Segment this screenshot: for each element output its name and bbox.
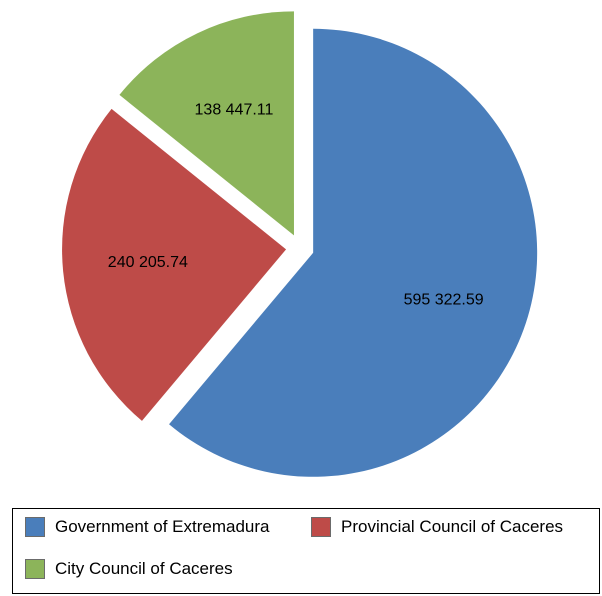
slice-value-label: 240 205.74 bbox=[108, 254, 188, 271]
legend-item-provincial-council-of-caceres: Provincial Council of Caceres bbox=[311, 517, 563, 537]
legend-label: Provincial Council of Caceres bbox=[341, 517, 564, 536]
legend-swatch bbox=[311, 517, 331, 537]
pie-chart: 595 322.59 240 205.74 138 447.11 bbox=[62, 11, 538, 477]
legend: Government of Extremadura Provincial Cou… bbox=[12, 508, 600, 594]
pie-slice-government-of-extremadura bbox=[169, 28, 538, 477]
legend-item-government-of-extremadura: Government of Extremadura bbox=[25, 517, 269, 537]
legend-swatch bbox=[25, 559, 45, 579]
slice-value-label: 138 447.11 bbox=[195, 101, 274, 118]
legend-swatch bbox=[25, 517, 45, 537]
legend-item-city-council-of-caceres: City Council of Caceres bbox=[25, 559, 233, 579]
legend-label: Government of Extremadura bbox=[55, 517, 270, 536]
pie-slice-city-council-of-caceres bbox=[119, 11, 294, 236]
legend-label: City Council of Caceres bbox=[55, 559, 233, 578]
pie-slice-provincial-council-of-caceres bbox=[62, 108, 287, 421]
slice-value-label: 595 322.59 bbox=[404, 292, 484, 309]
